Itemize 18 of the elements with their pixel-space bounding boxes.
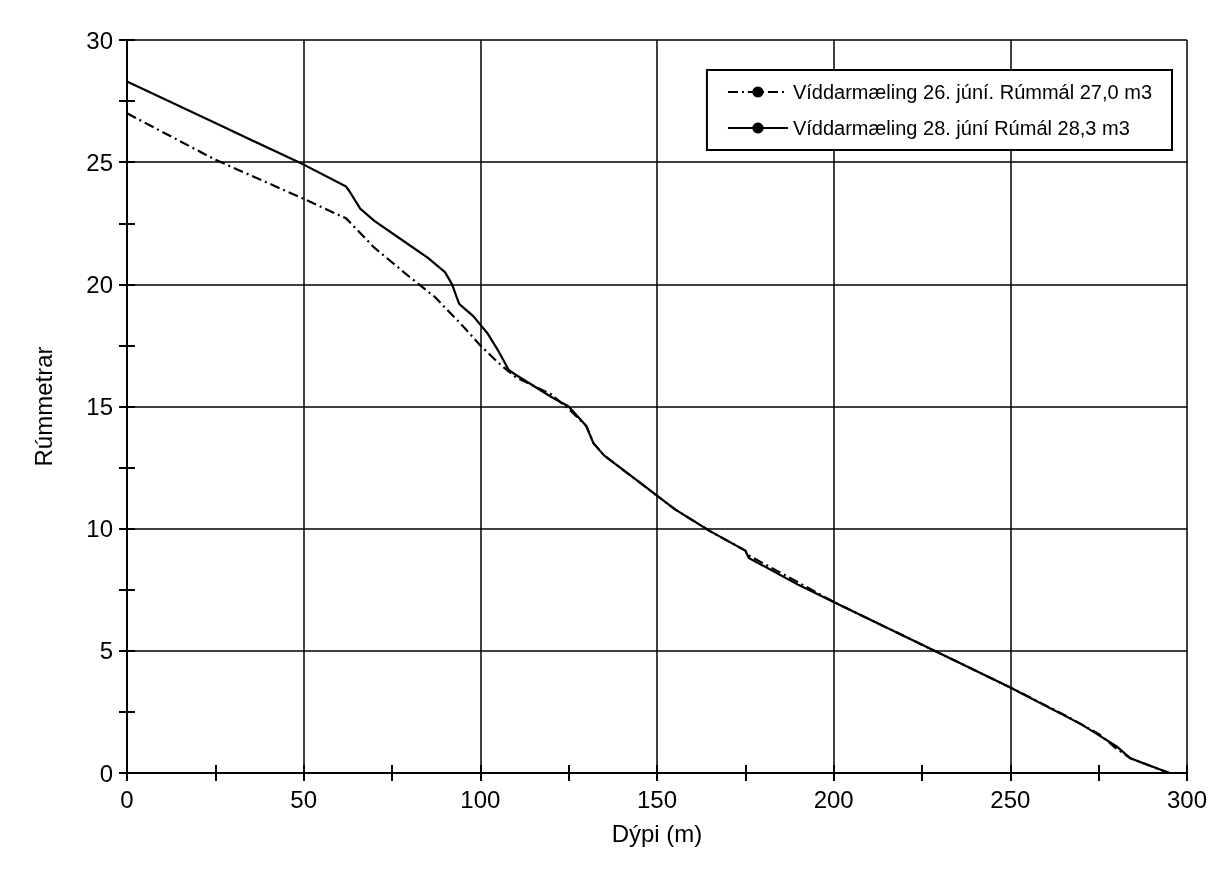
y-tick-label: 25 [86, 148, 113, 176]
x-tick-label: 50 [290, 785, 318, 813]
legend-label: Víddarmæling 28. júní Rúmál 28,3 m3 [792, 117, 1130, 139]
y-axis-title: Rúmmetrar [29, 346, 57, 467]
x-tick-label: 200 [813, 785, 854, 813]
x-tick-label: 150 [636, 785, 678, 813]
y-tick-label: 5 [99, 637, 113, 665]
x-tick-label: 0 [120, 785, 134, 813]
x-tick-label: 100 [460, 785, 501, 813]
x-tick-label: 300 [1166, 785, 1208, 813]
x-tick-label: 250 [990, 785, 1031, 813]
y-tick-label: 15 [86, 393, 113, 420]
y-tick-label: 0 [99, 759, 113, 787]
y-tick-label: 10 [86, 515, 113, 543]
y-tick-label: 30 [86, 26, 113, 54]
x-axis-title: Dýpi (m) [611, 819, 703, 847]
legend-label: Víddarmæling 26. júní. Rúmmál 27,0 m3 [792, 81, 1153, 103]
y-tick-label: 20 [86, 270, 113, 298]
